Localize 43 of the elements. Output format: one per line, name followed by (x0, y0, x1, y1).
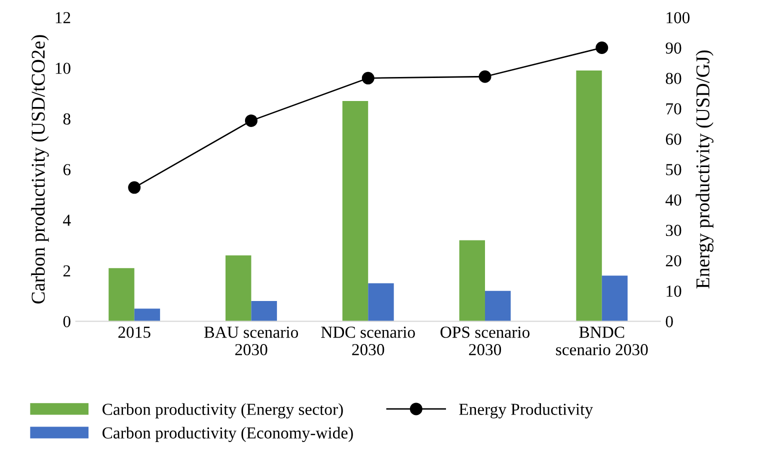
bar (342, 100, 368, 322)
legend-label: Carbon productivity (Economy-wide) (102, 426, 353, 442)
point (596, 42, 608, 54)
bar (108, 268, 134, 322)
y2-tick-label: 10 (666, 286, 682, 297)
y2-tick-label: 70 (666, 103, 682, 114)
x-tick-label: OPS scenario 2030 (440, 326, 530, 356)
point (128, 181, 141, 194)
x-tick-label: BAU scenario 2030 (204, 326, 298, 356)
y-tick-label: 4 (63, 214, 71, 226)
bar (368, 283, 394, 322)
y-axis-title: Carbon productivity (USD/tCO2e) (31, 35, 49, 304)
y2-tick-label: 0 (666, 316, 673, 328)
y2-tick-label: 90 (666, 42, 682, 54)
x-tick-label: BNDC scenario 2030 (556, 326, 648, 356)
point (244, 114, 258, 127)
y-tick-label: 10 (56, 62, 70, 74)
y2-tick-label: 60 (666, 134, 682, 145)
x-tick-label: 2015 (118, 326, 150, 338)
y-tick-label: 0 (63, 316, 70, 328)
bar (226, 255, 252, 322)
bar (251, 301, 277, 322)
legend-label: Energy Productivity (459, 403, 593, 418)
y2-tick-label: 20 (666, 255, 682, 266)
y2-tick-label: 80 (666, 72, 682, 84)
bar (459, 240, 485, 322)
y2-axis-title: Energy productivity (USD/GJ) (696, 50, 714, 288)
bar (602, 276, 628, 322)
y-tick-label: 12 (56, 12, 70, 24)
y-tick-label: 2 (63, 265, 70, 276)
y2-tick-label: 100 (666, 12, 690, 24)
y-tick-label: 6 (63, 164, 71, 176)
legend-label: Carbon productivity (Energy sector) (102, 403, 343, 418)
bar (576, 70, 602, 322)
point (362, 72, 374, 84)
bar (134, 308, 160, 322)
y-tick-label: 8 (63, 113, 70, 125)
y2-tick-label: 50 (666, 164, 682, 176)
y2-tick-label: 30 (666, 224, 682, 236)
bar (485, 290, 511, 322)
x-tick-label: NDC scenario 2030 (321, 326, 415, 356)
y2-tick-label: 40 (666, 194, 682, 206)
point (478, 70, 492, 83)
